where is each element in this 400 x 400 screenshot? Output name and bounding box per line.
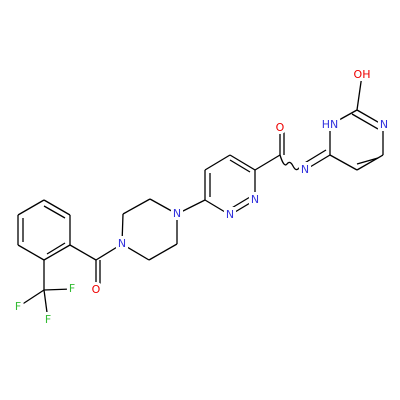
atom-label: N [226,208,234,221]
bonds [17,74,384,321]
atom-label: O [276,121,285,134]
atom-label: N [301,163,309,176]
atom-label: F [45,313,51,326]
atom-label: OH [354,68,371,81]
atom-label: N [173,207,181,220]
atom-label: F [15,300,21,313]
atom-label: O [92,283,101,296]
atom-label: N [118,237,126,250]
atom-label: N [251,193,259,206]
atom-label: HN [322,118,339,131]
atom-label: N [380,118,388,131]
atom-label: F [69,282,75,295]
